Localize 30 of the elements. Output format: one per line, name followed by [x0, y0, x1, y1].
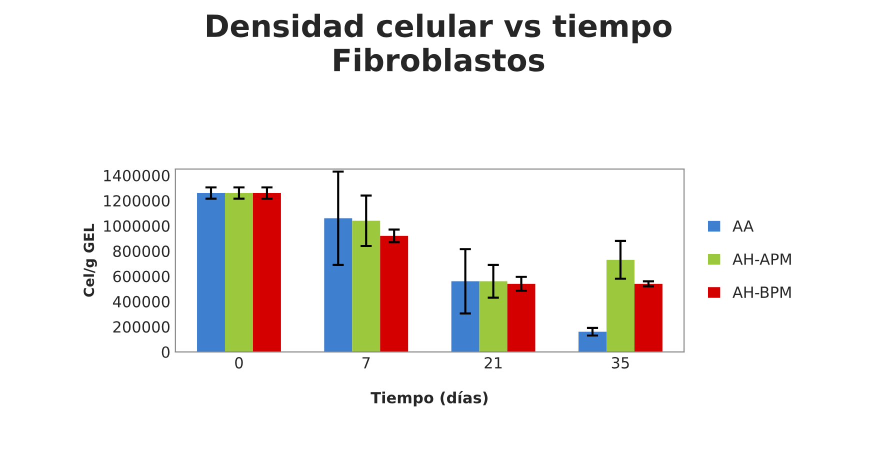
- x-tick-label: 21: [484, 357, 502, 368]
- bar: [252, 193, 281, 352]
- chart-title: Densidad celular vs tiempo Fibroblastos: [207, 14, 672, 72]
- x-tick-label: 7: [362, 357, 370, 368]
- bar: [451, 281, 480, 352]
- y-tick-label: 1400000: [104, 170, 170, 182]
- x-axis-title: Tiempo (días): [370, 390, 488, 406]
- y-tick-label: 1200000: [104, 195, 170, 207]
- y-tick-label: 400000: [112, 296, 170, 308]
- bar: [324, 218, 352, 352]
- x-tick-label: 35: [612, 357, 629, 369]
- y-tick-label: 0: [162, 346, 170, 358]
- bar: [197, 193, 225, 352]
- y-axis-title: Cel/g GEL: [83, 224, 97, 297]
- legend-label: AA: [732, 220, 754, 232]
- x-tick-label: 0: [235, 357, 243, 369]
- legend-label: AH-APM: [732, 254, 791, 265]
- bar: [479, 281, 508, 352]
- bar: [380, 236, 408, 352]
- y-tick-label: 800000: [113, 246, 170, 258]
- y-tick-label: 1000000: [104, 220, 170, 232]
- legend-label: AH-BPM: [732, 286, 791, 298]
- bar: [606, 260, 634, 352]
- bar: [578, 332, 606, 352]
- bar: [634, 284, 662, 352]
- y-tick-label: 200000: [113, 321, 170, 333]
- bar: [224, 193, 253, 352]
- bar: [507, 284, 536, 352]
- bar: [352, 220, 380, 352]
- y-tick-label: 600000: [113, 270, 170, 282]
